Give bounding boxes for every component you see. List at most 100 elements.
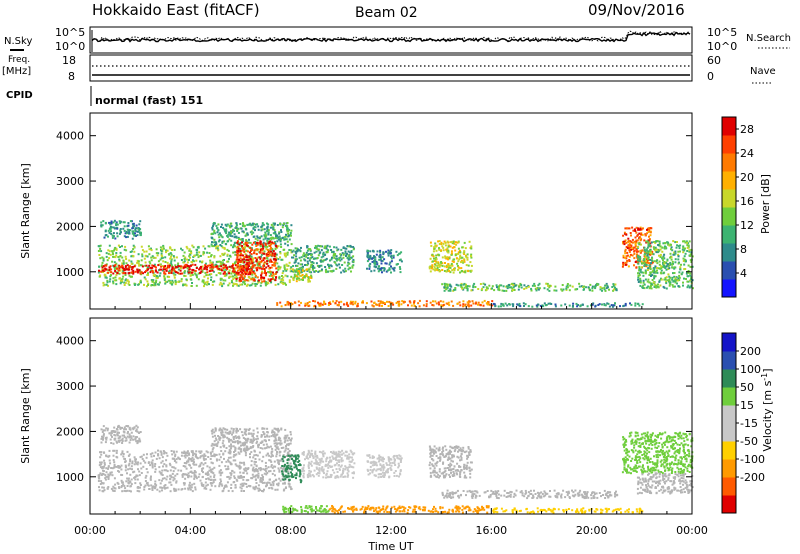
echo-cell [568,304,571,307]
echo-cell [239,244,242,247]
echo-cell [286,302,289,305]
echo-cell [251,477,254,480]
echo-cell [223,487,225,490]
echo-cell [249,273,252,276]
echo-cell [251,266,254,269]
echo-cell [148,248,151,251]
echo-cell [101,261,104,264]
echo-cell [444,284,446,287]
echo-cell [454,287,457,289]
echo-cell [162,268,165,271]
echo-cell [550,303,553,305]
echo-cell [271,264,274,267]
echo-cell [504,302,507,305]
echo-cell [193,475,196,478]
echo-cell [107,235,109,238]
echo-cell [450,264,453,267]
echo-cell [274,241,276,244]
echo-cell [102,425,105,428]
echo-cell [121,434,124,437]
echo-cell [422,304,425,307]
echo-cell [352,258,355,261]
echo-cell [346,301,348,304]
echo-cell [239,476,242,479]
echo-cell [160,452,163,455]
echo-cell [126,472,128,475]
echo-cell [180,469,183,472]
echo-cell [185,467,188,470]
echo-cell [481,301,484,304]
echo-cell [674,278,677,281]
echo-cell [473,282,476,285]
echo-cell [255,454,258,456]
echo-cell [482,282,485,285]
echo-cell [235,222,238,225]
echo-cell [261,224,264,227]
echo-cell [263,472,266,475]
echo-cell [198,251,201,254]
echo-cell [677,253,680,256]
echo-cell [135,440,138,443]
echo-cell [187,487,190,490]
echo-cell [502,304,505,307]
echo-cell [436,261,439,264]
echo-cell [466,258,469,261]
echo-cell [117,269,120,272]
echo-cell [259,478,262,481]
echo-cell [653,275,656,278]
echo-cell [599,286,602,289]
echo-cell [243,256,246,259]
freq-panel: Freq. [MHz] 18 8 60 0 Nave [2,54,776,84]
echo-cell [220,461,223,464]
echo-cell [145,255,148,258]
echo-cell [203,458,206,461]
echo-cell [522,302,525,305]
echo-cell [194,455,197,458]
echo-cell [274,258,277,261]
echo-cell [173,477,176,480]
echo-cell [161,256,164,259]
echo-cell [266,484,268,487]
echo-cell [233,270,236,273]
echo-cell [120,281,123,284]
echo-cell [594,285,597,288]
echo-cell [301,269,304,272]
echo-cell [261,280,264,283]
echo-cell [638,304,641,307]
echo-cell [171,249,173,251]
echo-cell [252,241,255,244]
echo-cell [189,471,192,473]
echo-cell [606,302,609,305]
echo-cell [214,478,217,481]
echo-cell [108,266,111,269]
echo-cell [650,275,652,277]
echo-cell [214,241,217,244]
echo-cell [212,481,215,484]
echo-cell [188,481,191,484]
echo-cell [141,458,144,460]
echo-cell [309,280,311,283]
echo-cell [199,455,202,458]
echo-cell [203,285,205,288]
echo-cell [298,304,301,307]
echo-cell [240,450,242,453]
echo-cell [132,224,135,227]
echo-cell [124,487,127,490]
echo-cell [103,273,106,276]
echo-cell [317,244,320,247]
echo-cell [161,460,164,463]
echo-cell [239,257,242,260]
echo-cell [249,269,252,272]
echo-cell [687,242,690,245]
echo-cell [256,262,259,265]
echo-cell [238,279,241,282]
echo-cell [451,246,454,249]
echo-cell [391,267,394,270]
echo-cell [594,305,597,308]
echo-cell [183,274,186,277]
echo-cell [183,257,186,260]
echo-cell [282,454,285,457]
echo-cell [107,475,109,478]
echo-cell [105,471,108,474]
echo-cell [271,226,274,229]
